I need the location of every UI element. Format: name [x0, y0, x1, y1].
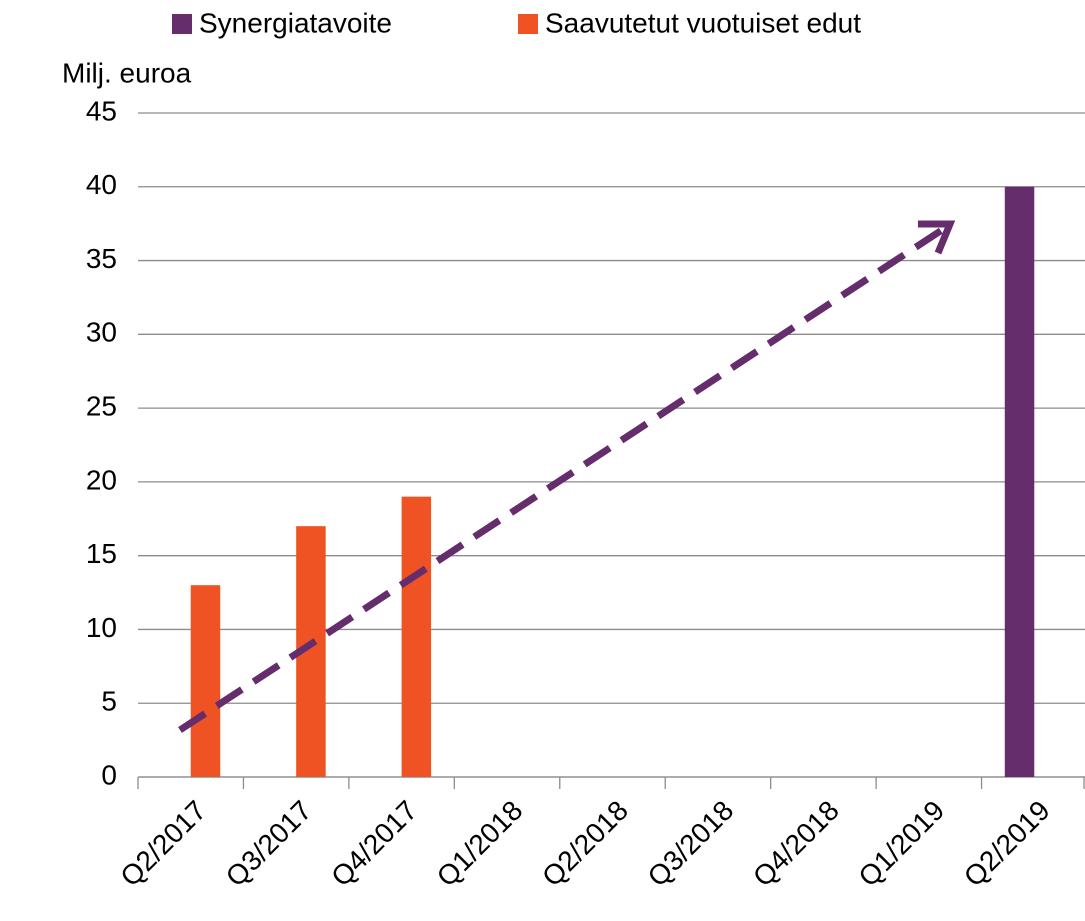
y-tick-label: 30 — [86, 317, 117, 348]
x-tick-label: Q4/2017 — [325, 795, 423, 893]
y-tick-label: 10 — [86, 612, 117, 643]
x-tick-label: Q3/2017 — [220, 795, 318, 893]
legend-swatch — [172, 14, 192, 34]
x-tick-label: Q4/2018 — [747, 795, 845, 893]
legend-swatch — [518, 14, 538, 34]
x-tick-label: Q2/2018 — [536, 795, 634, 893]
x-tick-label: Q3/2018 — [642, 795, 740, 893]
y-tick-label: 40 — [86, 169, 117, 200]
y-tick-label: 5 — [101, 686, 117, 717]
legend-label: Saavutetut vuotuiset edut — [545, 7, 861, 38]
bar — [190, 585, 221, 777]
bar — [401, 496, 432, 777]
legend-label: Synergiatavoite — [199, 7, 392, 38]
y-tick-label: 0 — [101, 759, 117, 790]
bar — [1004, 186, 1035, 777]
y-tick-label: 35 — [86, 243, 117, 274]
x-tick-label: Q1/2019 — [852, 795, 950, 893]
y-axis-label: Milj. euroa — [62, 57, 192, 88]
x-tick-label: Q1/2018 — [431, 795, 529, 893]
y-tick-label: 15 — [86, 538, 117, 569]
x-tick-label: Q2/2017 — [114, 795, 212, 893]
y-tick-label: 20 — [86, 464, 117, 495]
x-tick-label: Q2/2019 — [958, 795, 1056, 893]
y-tick-label: 45 — [86, 95, 117, 126]
y-tick-label: 25 — [86, 391, 117, 422]
trend-arrow — [178, 220, 956, 733]
